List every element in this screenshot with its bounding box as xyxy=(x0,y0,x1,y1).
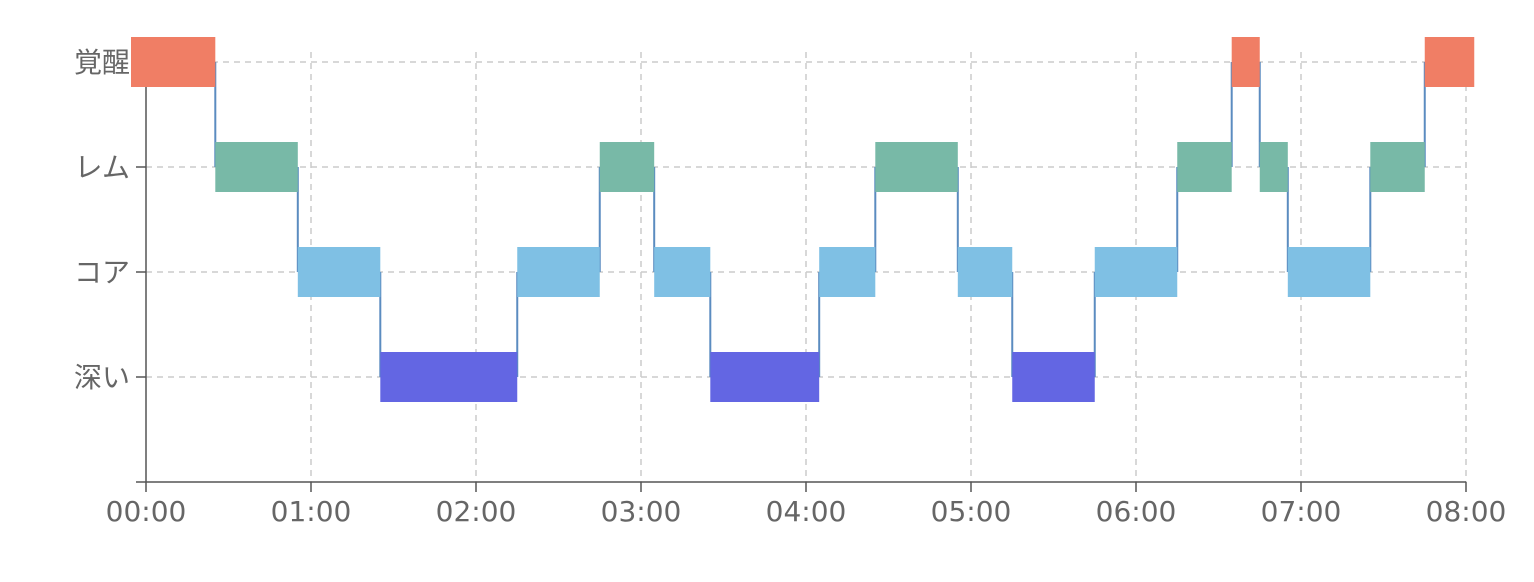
stage-bar-core xyxy=(517,247,600,297)
x-tick-label: 08:00 xyxy=(1426,495,1507,528)
stage-bar-deep xyxy=(380,352,518,402)
stage-bar-deep xyxy=(710,352,820,402)
x-tick-label: 05:00 xyxy=(931,495,1012,528)
x-tick-label: 03:00 xyxy=(601,495,682,528)
stage-bar-core xyxy=(1287,247,1371,297)
stage-transition-line xyxy=(214,62,1426,377)
stage-bar-rem xyxy=(875,142,958,192)
x-tick-label: 04:00 xyxy=(766,495,847,528)
stage-bar-core xyxy=(654,247,711,297)
stage-bar-core xyxy=(957,247,1013,297)
axis-labels: 深い コア レム 覚醒 00:00 01:00 02:00 03:00 04:00 05:00 06… xyxy=(74,46,1506,528)
stage-bar-core xyxy=(819,247,876,297)
stage-bar-awake xyxy=(1424,37,1475,87)
x-tick-label: 00:00 xyxy=(106,495,187,528)
stage-bar-deep xyxy=(1012,352,1095,402)
stage-bar-core xyxy=(297,247,381,297)
stage-bar-rem xyxy=(1370,142,1425,192)
y-tick-label: コア xyxy=(74,256,130,289)
x-tick-label: 01:00 xyxy=(271,495,352,528)
y-tick-label: 深い xyxy=(74,361,130,394)
stage-bar-rem xyxy=(215,142,298,192)
stage-bar-rem xyxy=(1259,142,1288,192)
stage-bar-awake xyxy=(1231,37,1260,87)
y-tick-label: 覚醒 xyxy=(74,46,130,79)
axes xyxy=(136,52,1467,492)
stage-bar-rem xyxy=(599,142,655,192)
stage-bar-rem xyxy=(1177,142,1232,192)
stage-bar-core xyxy=(1094,247,1178,297)
stage-bar-awake xyxy=(131,37,216,87)
x-tick-label: 02:00 xyxy=(436,495,517,528)
stage-bars xyxy=(131,37,1475,402)
x-tick-label: 07:00 xyxy=(1261,495,1342,528)
x-tick-label: 06:00 xyxy=(1096,495,1177,528)
y-tick-label: レム xyxy=(75,151,130,184)
